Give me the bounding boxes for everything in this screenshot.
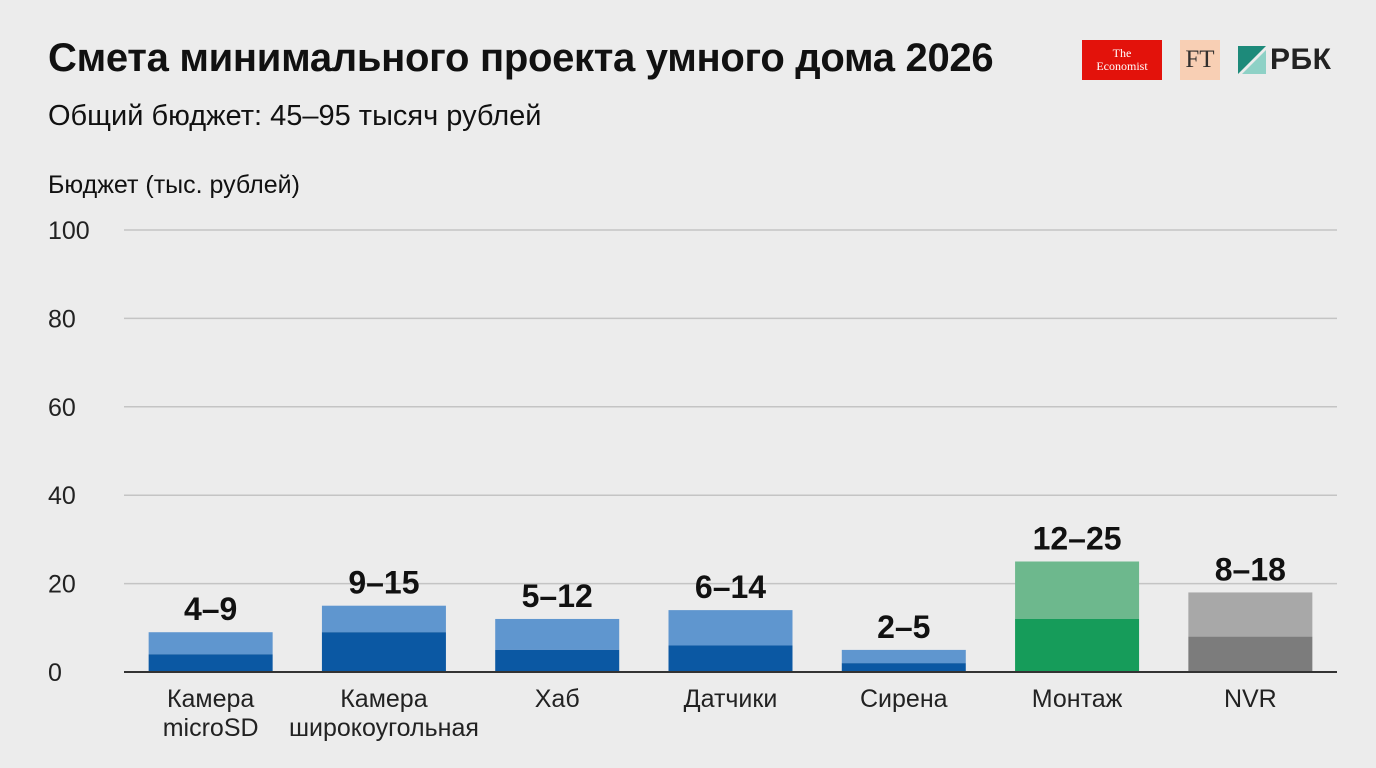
y-tick-label: 60 (48, 394, 76, 422)
x-tick-label: Хаб (535, 685, 580, 713)
bar-max-segment (1015, 561, 1140, 619)
x-tick-label: microSD (163, 714, 259, 742)
bar-min-segment (1015, 618, 1140, 672)
bar-data-label: 6–14 (695, 569, 766, 605)
y-tick-label: 20 (48, 571, 76, 599)
economist-logo-line-2: Economist (1096, 59, 1148, 73)
rbk-logo: РБК (1238, 40, 1331, 80)
bar-max-segment (841, 649, 966, 664)
bar-data-label: 9–15 (348, 565, 419, 601)
bar-min-segment (321, 632, 446, 672)
x-tick-label: NVR (1224, 685, 1277, 713)
y-axis-label: Бюджет (тыс. рублей) (48, 171, 300, 199)
economist-logo-line-1: The (1112, 46, 1132, 60)
bar-data-label: 2–5 (877, 609, 930, 645)
chart-subtitle: Общий бюджет: 45–95 тысяч рублей (48, 100, 542, 132)
bar-max-segment (495, 618, 620, 650)
x-tick-label: широкоугольная (289, 714, 479, 742)
x-tick-label: Датчики (684, 685, 778, 713)
bar-max-segment (148, 632, 273, 655)
x-tick-label: Монтаж (1032, 685, 1123, 713)
y-tick-label: 100 (48, 217, 90, 245)
y-tick-label: 0 (48, 659, 62, 687)
bar-min-segment (148, 654, 273, 672)
rbk-logo-text: РБК (1270, 43, 1332, 76)
bar-data-label: 12–25 (1033, 521, 1122, 557)
bar-min-segment (495, 649, 620, 672)
bar-max-segment (1188, 592, 1313, 637)
x-tick-label: Сирена (860, 685, 948, 713)
x-tick-label: Камера (340, 685, 427, 713)
chart-title: Смета минимального проекта умного дома 2… (48, 36, 994, 80)
bar-min-segment (668, 645, 793, 672)
bar-min-segment (1188, 636, 1313, 672)
bar-data-label: 5–12 (522, 578, 593, 614)
y-tick-label: 40 (48, 482, 76, 510)
y-tick-label: 80 (48, 305, 76, 333)
bar-min-segment (841, 663, 966, 672)
x-tick-label: Камера (167, 685, 254, 713)
bar-max-segment (321, 605, 446, 633)
economist-logo: The Economist (1082, 40, 1162, 80)
bar-data-label: 4–9 (184, 591, 237, 627)
bar-max-segment (668, 610, 793, 646)
bar-data-label: 8–18 (1215, 551, 1286, 587)
ft-logo: FT (1180, 40, 1220, 80)
rbk-mark-icon (1238, 46, 1266, 74)
